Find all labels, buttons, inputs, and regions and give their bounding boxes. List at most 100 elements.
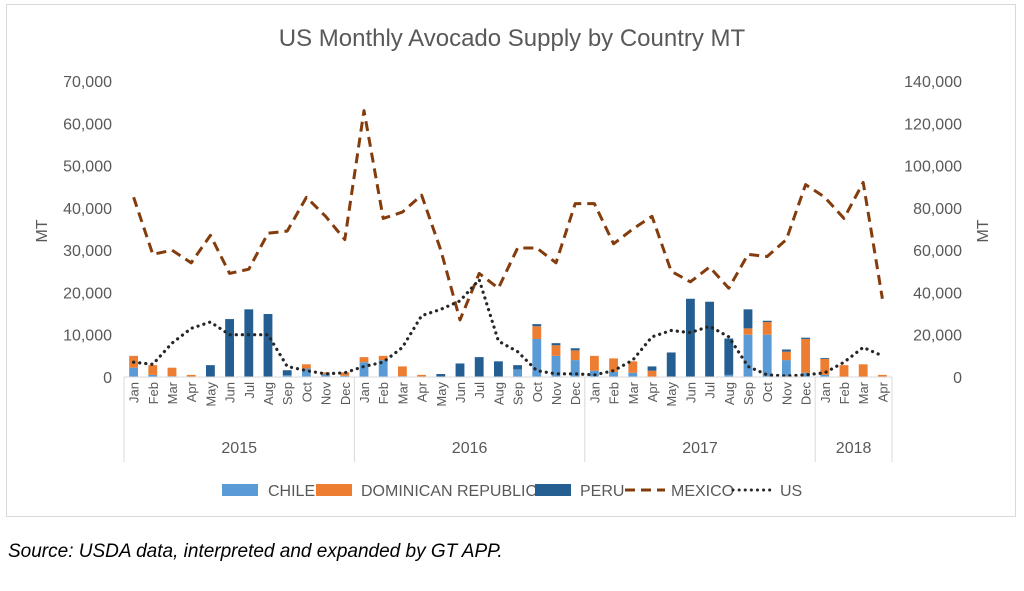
y-tick-label-left: 10,000 [63, 328, 112, 345]
bar-chile-9 [301, 368, 311, 377]
x-tick-label: Nov [779, 382, 794, 406]
y-tick-label-right: 120,000 [904, 116, 962, 133]
bar-peru-32 [743, 309, 753, 329]
bar-peru-33 [762, 320, 772, 323]
bar-dominican-republic-21 [532, 326, 542, 339]
y-tick-label-left: 20,000 [63, 285, 112, 302]
bar-chile-32 [743, 334, 753, 377]
x-tick-label: Jan [127, 382, 142, 403]
bar-peru-35 [801, 337, 811, 339]
bar-peru-5 [225, 319, 235, 377]
x-tick-label: May [434, 382, 449, 407]
bar-dominican-republic-39 [877, 374, 887, 377]
y-tick-label-left: 40,000 [63, 201, 112, 218]
x-tick-label: Jan [357, 382, 372, 403]
legend-label-us: US [780, 483, 802, 500]
bar-chile-35 [801, 372, 811, 377]
bar-peru-27 [647, 366, 657, 371]
y-tick-label-right: 60,000 [913, 243, 962, 260]
bar-dominican-republic-23 [570, 350, 580, 361]
bar-dominican-republic-33 [762, 322, 772, 335]
x-tick-label: Feb [837, 382, 852, 404]
x-tick-label: Apr [875, 381, 890, 402]
x-tick-label: Oct [760, 382, 775, 403]
x-tick-label: Jun [683, 382, 698, 403]
x-tick-label: Aug [722, 382, 737, 405]
x-tick-label: Feb [146, 382, 161, 404]
bar-dominican-republic-3 [186, 374, 196, 377]
x-tick-label: Jul [703, 382, 718, 399]
bar-chile-13 [378, 360, 388, 377]
y-tick-label-left: 50,000 [63, 159, 112, 176]
chart-title: US Monthly Avocado Supply by Country MT [279, 25, 746, 52]
bar-peru-16 [436, 374, 446, 377]
plot-area [129, 109, 887, 378]
x-tick-label: Aug [261, 382, 276, 405]
y-tick-label-right: 100,000 [904, 159, 962, 176]
chart-frame [6, 4, 1016, 517]
bar-chile-34 [781, 360, 791, 377]
x-tick-label: Jun [453, 382, 468, 403]
bar-dominican-republic-10 [321, 372, 331, 375]
y-tick-label-right: 0 [953, 370, 962, 387]
bar-chile-26 [628, 372, 638, 377]
x-tick-label: Jan [818, 382, 833, 403]
x-tick-label: Apr [184, 381, 199, 402]
bar-chile-11 [340, 375, 350, 377]
x-tick-label: Feb [607, 382, 622, 404]
bar-chile-10 [321, 374, 331, 377]
bar-peru-28 [666, 352, 676, 377]
bar-dominican-republic-35 [801, 338, 811, 373]
x-tick-label: Jan [587, 382, 602, 403]
bar-dominican-republic-1 [148, 365, 158, 375]
bar-peru-17 [455, 363, 465, 377]
bar-peru-22 [551, 343, 561, 346]
legend-label-peru: PERU [580, 483, 624, 500]
bar-peru-34 [781, 349, 791, 352]
bar-dominican-republic-36 [820, 358, 830, 375]
y-axis-left-title: MT [34, 219, 51, 242]
bar-dominican-republic-34 [781, 351, 791, 361]
year-group-label: 2016 [452, 440, 488, 457]
bar-chile-8 [282, 375, 292, 377]
legend-label-dominican-republic: DOMINICAN REPUBLIC [361, 483, 537, 500]
y-tick-label-right: 40,000 [913, 285, 962, 302]
legend-swatch-chile [222, 484, 258, 496]
bar-peru-18 [474, 357, 484, 377]
bar-peru-7 [263, 313, 273, 377]
x-tick-label: Sep [280, 382, 295, 405]
bar-chile-33 [762, 334, 772, 377]
y-tick-label-left: 30,000 [63, 243, 112, 260]
x-tick-label: Feb [376, 382, 391, 404]
year-group-label: 2017 [682, 440, 718, 457]
bar-dominican-republic-15 [417, 374, 427, 377]
bar-dominican-republic-22 [551, 345, 561, 356]
bar-peru-23 [570, 348, 580, 351]
bar-chile-1 [148, 374, 158, 377]
x-tick-label: Jul [242, 382, 257, 399]
y-tick-label-left: 60,000 [63, 116, 112, 133]
bar-peru-31 [724, 338, 734, 375]
x-tick-label: Jul [472, 382, 487, 399]
bar-dominican-republic-32 [743, 328, 753, 335]
legend-label-chile: CHILE [268, 483, 315, 500]
bar-chile-22 [551, 355, 561, 377]
line-mexico [132, 109, 884, 322]
x-tick-label: Sep [511, 382, 526, 405]
bar-dominican-republic-24 [589, 355, 599, 371]
x-tick-label: Sep [741, 382, 756, 405]
bar-chile-36 [820, 374, 830, 377]
x-tick-label: Nov [549, 382, 564, 406]
x-tick-label: Mar [626, 381, 641, 404]
x-tick-label: Dec [338, 382, 353, 406]
bar-peru-30 [705, 301, 715, 377]
bar-dominican-republic-12 [359, 357, 369, 363]
bar-dominican-republic-25 [609, 358, 619, 372]
bar-peru-21 [532, 324, 542, 327]
bar-dominican-republic-14 [397, 366, 407, 377]
y-tick-label-right: 20,000 [913, 328, 962, 345]
x-tick-label: May [203, 382, 218, 407]
y-tick-label-left: 70,000 [63, 74, 112, 91]
line-us [132, 278, 885, 378]
